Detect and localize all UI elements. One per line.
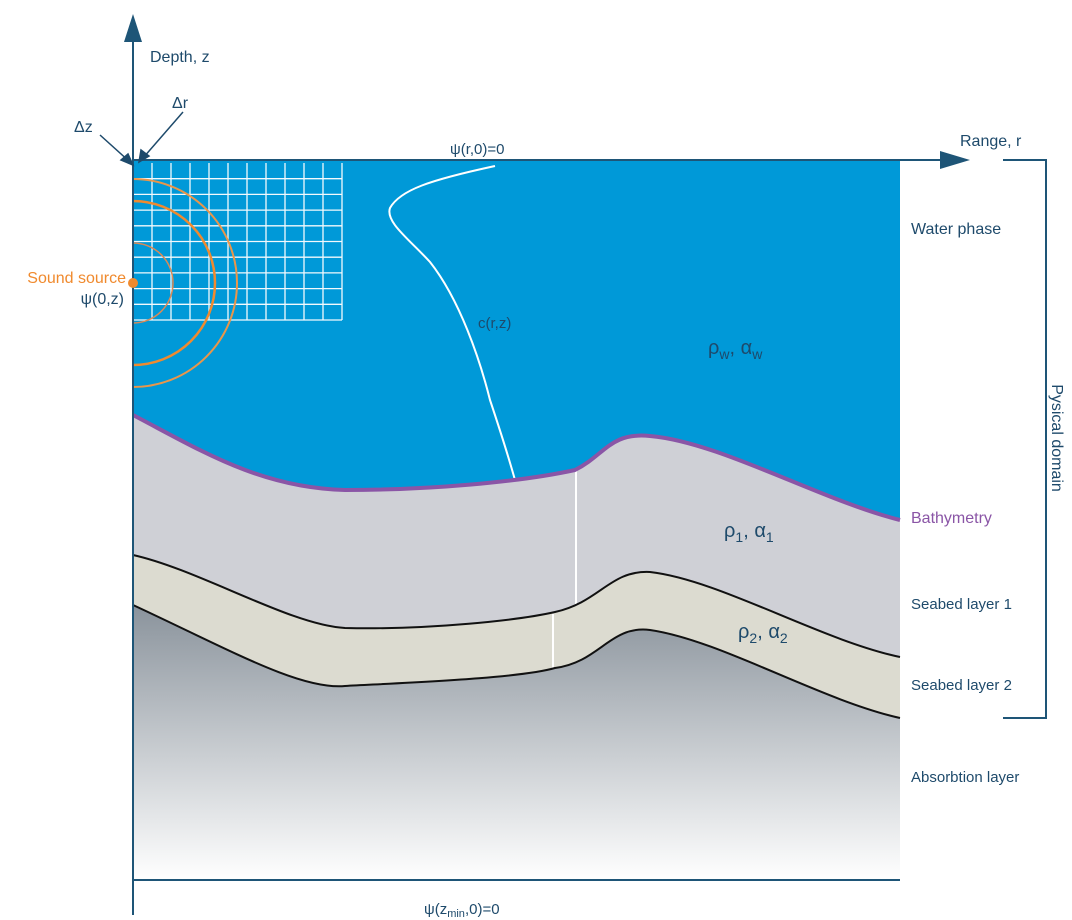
seabed1-seabed2-interface	[132, 554, 901, 658]
sound-speed-profile-curve	[388, 165, 516, 481]
seabed-layer-2-label: Seabed layer 2	[911, 677, 1012, 694]
water-parameters: ρw, αw	[708, 337, 763, 362]
sound-source-label: Sound source	[27, 270, 126, 287]
sound-speed-label: c(r,z)	[478, 315, 511, 332]
physical-domain-bracket	[1003, 159, 1047, 719]
surface-boundary-condition: ψ(r,0)=0	[450, 141, 504, 158]
water-phase-label: Water phase	[911, 221, 1001, 238]
delta-r-label: Δr	[172, 95, 189, 112]
wavefront-arc-outer	[133, 178, 238, 388]
seabed-layer-1-label: Seabed layer 1	[911, 596, 1012, 613]
delta-pointers	[99, 111, 184, 167]
depth-axis-label: Depth, z	[150, 49, 210, 66]
absorption-layer-label: Absorbtion layer	[911, 769, 1019, 786]
layer1-parameters: ρ1, α1	[724, 520, 774, 545]
delta-z-label: Δz	[74, 119, 93, 136]
wavefront-arc-middle	[133, 199, 217, 367]
wavefront-arc-inner	[133, 242, 174, 324]
layer2-parameters: ρ2, α2	[738, 621, 788, 646]
axes	[132, 32, 940, 915]
absorption-layer	[133, 605, 900, 880]
bathymetry-label: Bathymetry	[911, 510, 992, 527]
bottom-boundary-condition: ψ(zmin,0)=0	[424, 901, 500, 920]
sound-source-dot	[128, 278, 138, 288]
physical-domain-label: Pysical domain	[1048, 384, 1065, 492]
bathymetry-line	[132, 413, 901, 522]
seabed2-absorption-interface	[132, 604, 901, 719]
seabed-layer-1-region	[133, 415, 900, 657]
range-axis-arrowhead	[940, 151, 970, 169]
sound-source-wavefronts	[133, 178, 238, 388]
range-axis-label: Range, r	[960, 133, 1022, 150]
water-region	[133, 160, 900, 520]
depth-axis-arrowhead	[124, 14, 142, 42]
seabed-layer-2-region	[133, 555, 900, 718]
initial-field-label: ψ(0,z)	[81, 291, 124, 308]
